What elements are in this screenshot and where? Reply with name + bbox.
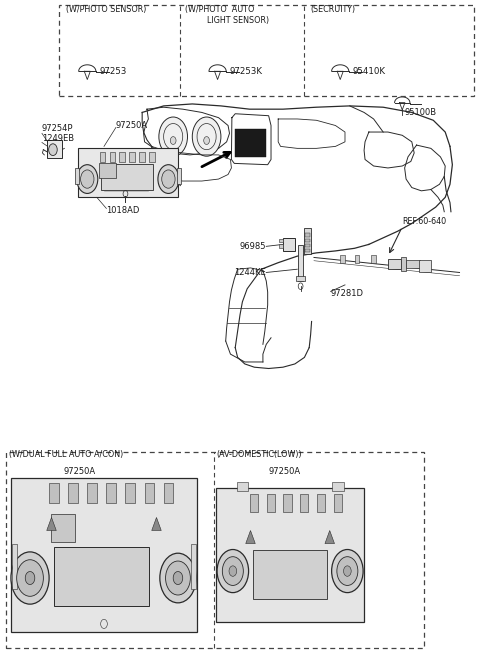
Circle shape xyxy=(337,557,358,585)
Bar xyxy=(283,494,291,512)
Bar xyxy=(298,245,303,281)
Bar xyxy=(144,483,154,503)
Circle shape xyxy=(160,553,196,603)
Polygon shape xyxy=(325,531,335,544)
Bar xyxy=(47,140,62,158)
Circle shape xyxy=(17,560,43,596)
Bar xyxy=(107,483,116,503)
Bar xyxy=(51,514,75,542)
Bar xyxy=(267,494,275,512)
Bar xyxy=(49,483,59,503)
Circle shape xyxy=(25,571,35,584)
Bar xyxy=(237,482,248,491)
Circle shape xyxy=(204,136,209,144)
Text: 96985: 96985 xyxy=(240,242,266,251)
Bar xyxy=(300,494,308,512)
Circle shape xyxy=(159,117,188,156)
Text: (SECRUITY): (SECRUITY) xyxy=(311,5,356,14)
Text: 97250A: 97250A xyxy=(269,467,301,476)
Bar xyxy=(6,452,424,648)
Bar xyxy=(279,245,283,248)
Circle shape xyxy=(173,571,183,584)
Bar xyxy=(75,168,79,184)
Bar xyxy=(296,276,305,281)
Circle shape xyxy=(166,561,191,595)
Bar xyxy=(250,494,258,512)
Circle shape xyxy=(11,552,49,604)
Bar xyxy=(305,249,310,252)
Bar xyxy=(332,482,344,491)
Circle shape xyxy=(158,165,179,194)
Circle shape xyxy=(170,136,176,144)
Bar xyxy=(216,488,364,622)
Bar xyxy=(78,148,178,197)
Circle shape xyxy=(344,566,351,576)
Bar xyxy=(355,255,360,262)
Bar xyxy=(139,152,145,163)
Bar xyxy=(101,165,153,190)
Bar xyxy=(12,544,17,589)
Bar xyxy=(129,152,135,163)
Text: 1244KE: 1244KE xyxy=(235,268,266,277)
Bar xyxy=(120,152,125,163)
Circle shape xyxy=(222,557,243,585)
Text: 97281D: 97281D xyxy=(331,289,364,298)
Bar xyxy=(87,483,97,503)
Bar xyxy=(334,494,342,512)
Circle shape xyxy=(81,170,94,188)
Bar xyxy=(283,238,295,251)
Bar xyxy=(125,483,135,503)
Circle shape xyxy=(229,566,237,576)
Bar xyxy=(304,228,311,254)
Bar xyxy=(317,494,325,512)
Bar xyxy=(388,258,401,269)
Text: 97250A: 97250A xyxy=(116,121,148,130)
Text: 97253: 97253 xyxy=(99,67,127,76)
Bar xyxy=(54,547,149,605)
Bar xyxy=(279,239,283,243)
Circle shape xyxy=(77,165,98,194)
Bar xyxy=(59,5,474,96)
Bar xyxy=(11,478,197,632)
Text: (W/PHOTO SENSOR): (W/PHOTO SENSOR) xyxy=(66,5,146,14)
Text: (AV-DOMESTIC(LOW)): (AV-DOMESTIC(LOW)) xyxy=(216,450,302,459)
Bar xyxy=(100,152,106,163)
Text: 1249EB: 1249EB xyxy=(42,134,74,143)
Bar xyxy=(99,163,116,178)
Bar xyxy=(371,255,376,262)
Circle shape xyxy=(192,117,221,156)
Bar xyxy=(68,483,78,503)
Circle shape xyxy=(332,550,363,592)
Text: (W/DUAL FULL AUTO A/CON): (W/DUAL FULL AUTO A/CON) xyxy=(9,450,123,459)
Text: REF.60-640: REF.60-640 xyxy=(402,217,446,226)
Polygon shape xyxy=(47,518,56,531)
Bar xyxy=(305,239,310,242)
Bar xyxy=(305,244,310,247)
Bar xyxy=(149,152,155,163)
Bar xyxy=(253,550,327,599)
Polygon shape xyxy=(246,531,255,544)
Circle shape xyxy=(217,550,249,592)
Circle shape xyxy=(162,170,175,188)
Bar xyxy=(109,152,115,163)
Bar xyxy=(164,483,173,503)
Bar xyxy=(235,129,266,157)
Bar xyxy=(406,260,420,268)
Text: 97253K: 97253K xyxy=(229,67,263,76)
Text: 97254P: 97254P xyxy=(42,124,73,133)
Bar xyxy=(177,168,181,184)
Polygon shape xyxy=(152,518,161,531)
Bar xyxy=(305,234,310,237)
Circle shape xyxy=(48,144,57,155)
Text: (W/PHOTO  AUTO: (W/PHOTO AUTO xyxy=(185,5,254,14)
Text: 95410K: 95410K xyxy=(352,67,385,76)
Bar xyxy=(192,544,196,589)
Text: 97250A: 97250A xyxy=(63,467,96,476)
Text: 95100B: 95100B xyxy=(405,108,437,117)
Text: 1018AD: 1018AD xyxy=(107,206,140,215)
Text: LIGHT SENSOR): LIGHT SENSOR) xyxy=(206,16,269,25)
Bar xyxy=(401,257,406,270)
Bar xyxy=(419,260,431,272)
Bar xyxy=(340,255,345,262)
